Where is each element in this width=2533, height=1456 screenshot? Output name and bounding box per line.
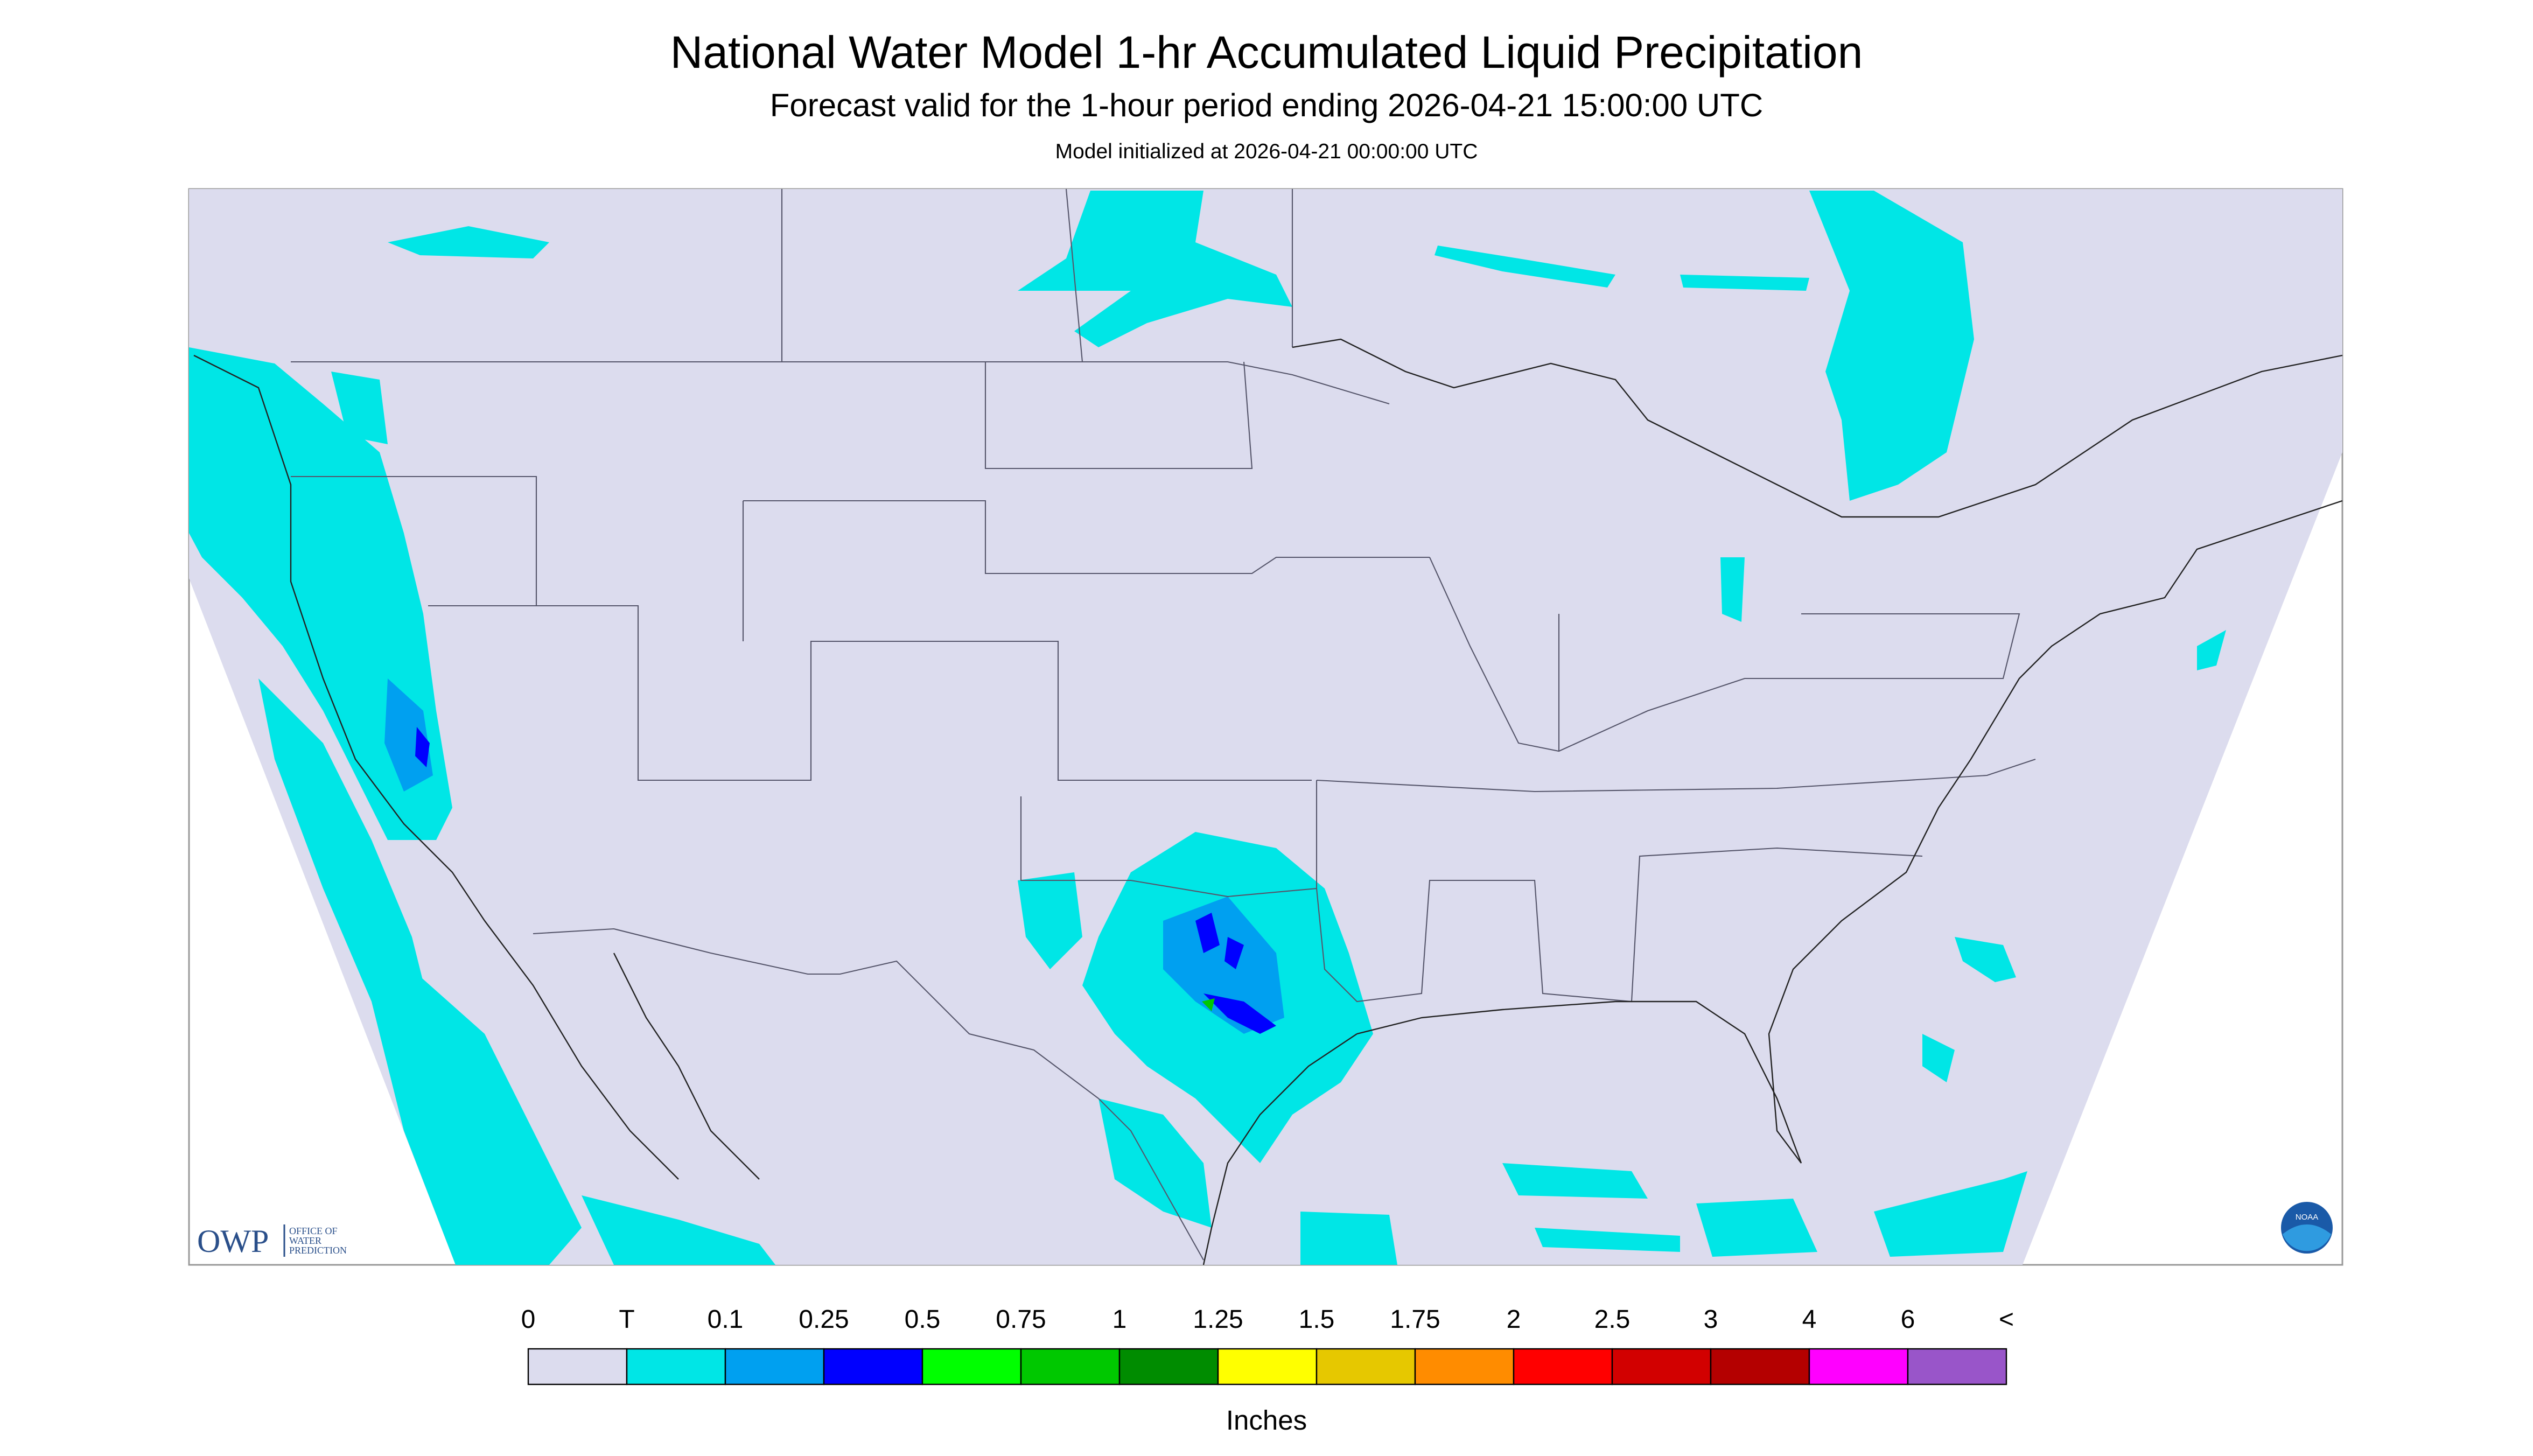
legend-label: 0.1 — [708, 1305, 744, 1334]
precip-area — [412, 969, 582, 1265]
border — [428, 605, 1312, 781]
coastline — [1356, 500, 2343, 1164]
legend-label: 2 — [1507, 1305, 1521, 1334]
init-time: Model initialized at 2026-04-21 00:00:00… — [1055, 140, 1478, 163]
coastline — [193, 354, 679, 1180]
legend-swatch — [823, 1348, 923, 1385]
precip-area — [1018, 872, 1082, 970]
border — [1316, 759, 2036, 793]
border — [1429, 557, 2020, 752]
precip-area — [1922, 1034, 1955, 1083]
precip-area — [1874, 1171, 2027, 1257]
title: National Water Model 1-hr Accumulated Li… — [670, 27, 1863, 78]
legend-swatch — [1217, 1348, 1318, 1385]
subtitle: Forecast valid for the 1-hour period end… — [770, 87, 1763, 123]
precip-area — [1809, 191, 1974, 501]
precip-area — [1720, 557, 1745, 622]
legend: 0 T 0.1 0.25 0.5 0.75 1 1.25 1.5 1.75 2 2.5 3 4 6 < — [521, 1305, 2014, 1385]
legend-swatch — [527, 1348, 628, 1385]
precip-area — [331, 372, 388, 445]
boundaries — [193, 188, 2343, 1265]
legend-label: T — [619, 1305, 634, 1334]
precip-area — [1018, 191, 1292, 348]
legend-label: 0 — [521, 1305, 536, 1334]
precip-area — [1502, 1163, 1648, 1199]
precip-area — [1535, 1228, 1680, 1252]
border — [533, 928, 1204, 1261]
legend-label: 1.75 — [1390, 1305, 1440, 1334]
legend-label: 0.5 — [905, 1305, 941, 1334]
legend-swatch — [1414, 1348, 1515, 1385]
border — [984, 361, 1253, 470]
logo-line: OFFICE OF — [289, 1226, 338, 1236]
owp-logo: OWP OFFICE OF WATER PREDICTION — [197, 1223, 347, 1259]
precip-area — [1955, 937, 2016, 983]
border — [743, 500, 1430, 575]
legend-label: 2.5 — [1594, 1305, 1631, 1334]
legend-label: 0.75 — [996, 1305, 1046, 1334]
legend-unit: Inches — [1226, 1405, 1307, 1436]
legend-swatch — [1316, 1348, 1416, 1385]
legend-label: 6 — [1901, 1305, 1915, 1334]
legend-swatch — [1710, 1348, 1810, 1385]
precip-area — [1202, 998, 1215, 1012]
precip-area — [1435, 246, 1615, 288]
legend-label: 1.25 — [1193, 1305, 1243, 1334]
border — [1065, 188, 1083, 362]
legend-label: 3 — [1704, 1305, 1718, 1334]
precip-area — [1098, 1098, 1212, 1228]
precip-area — [1300, 1212, 1397, 1265]
logo-line: PREDICTION — [289, 1245, 347, 1256]
noaa-logo: NOAA — [2281, 1202, 2333, 1254]
logo-line: WATER — [289, 1235, 321, 1246]
legend-label: 4 — [1802, 1305, 1817, 1334]
border — [1316, 847, 1923, 1003]
precip-area — [1163, 897, 1284, 1034]
legend-swatch — [921, 1348, 1022, 1385]
legend-label: 1.5 — [1299, 1305, 1335, 1334]
precip-area — [388, 226, 549, 259]
precip-area — [384, 678, 433, 792]
precip-area — [1680, 275, 1809, 291]
logo-noaa: NOAA — [2296, 1213, 2319, 1222]
precip-area — [1696, 1199, 1817, 1257]
legend-swatch — [1020, 1348, 1121, 1385]
map-area: OWP OFFICE OF WATER PREDICTION NOAA — [188, 188, 2343, 1266]
logo-owp: OWP — [197, 1223, 269, 1259]
legend-swatch — [1118, 1348, 1219, 1385]
model-domain — [189, 189, 2342, 1265]
precip-area — [415, 727, 430, 768]
coastline — [1292, 338, 2343, 518]
precip — [189, 191, 2226, 1265]
border — [291, 361, 1390, 405]
legend-label: < — [1999, 1305, 2014, 1334]
legend-swatch — [724, 1348, 825, 1385]
legend-swatch — [1611, 1348, 1712, 1385]
precip-area — [582, 1195, 775, 1265]
border — [1020, 780, 1318, 898]
precip-area — [258, 678, 485, 1265]
legend-swatch — [626, 1348, 726, 1385]
coastline — [1202, 1033, 1358, 1265]
precip-area — [2197, 630, 2226, 671]
precip-area — [1195, 913, 1276, 1034]
legend-swatch — [1808, 1348, 1909, 1385]
legend-swatch — [1907, 1348, 2007, 1385]
coastline — [613, 953, 760, 1180]
legend-label: 1 — [1112, 1305, 1127, 1334]
legend-swatch — [1513, 1348, 1613, 1385]
legend-label: 0.25 — [799, 1305, 849, 1334]
